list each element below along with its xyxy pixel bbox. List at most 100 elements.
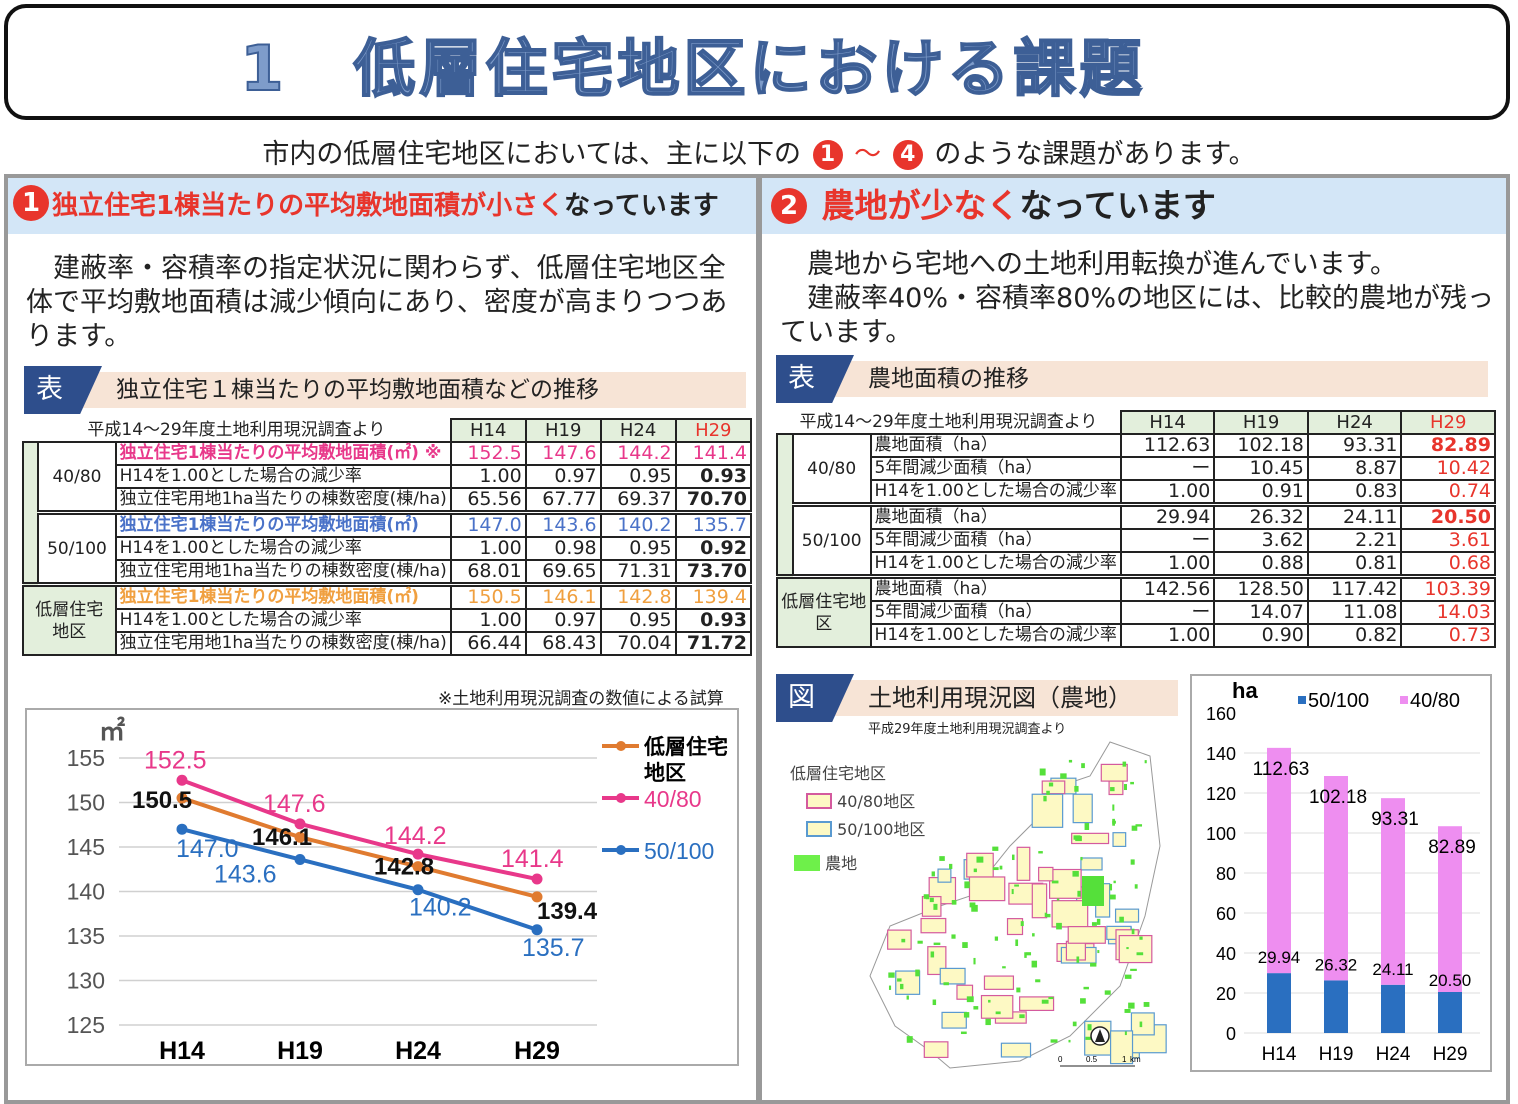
farmland-patch <box>1019 1014 1025 1019</box>
farmland-patch <box>1076 956 1080 963</box>
cell-value: 150.5 <box>449 582 527 610</box>
farmland-patch <box>995 1011 1001 1015</box>
map-title: 土地利用現況図（農地） <box>868 684 1132 712</box>
farmland-patch <box>973 868 977 873</box>
farmland-patch <box>1122 761 1127 767</box>
figure-tag: 図 <box>776 674 854 722</box>
farmland-patch <box>1081 763 1085 769</box>
farmland-patch <box>923 894 929 899</box>
district-block <box>923 1041 949 1059</box>
x-tick-label: H29 <box>514 1037 560 1064</box>
table-row: H14を1.00とした場合の減少率 1.00 0.91 0.83 0.74 <box>777 479 1496 506</box>
district-block <box>966 852 994 878</box>
bar-chart-svg: ha 50/100 40/80 160 140 120 100 80 60 40 20 0 112.63… <box>1206 678 1480 1065</box>
cell-value: 70.70 <box>674 487 753 514</box>
cell-value: 14.07 <box>1213 600 1309 625</box>
farmland-patch <box>1056 898 1060 901</box>
data-label: 82.89 <box>1428 837 1476 858</box>
cell-value: ー <box>1119 456 1216 481</box>
farmland-patch <box>1026 952 1032 956</box>
farmland-patch <box>1139 936 1143 940</box>
farmland-patch <box>930 951 935 958</box>
farmland-patch <box>1038 851 1043 854</box>
legend-label: 低層住宅 <box>643 735 728 759</box>
cell-value: 0.98 <box>524 536 602 561</box>
x-tick-label: H29 <box>1433 1044 1468 1065</box>
farmland-patch <box>973 1006 979 1010</box>
farmland-patch <box>962 942 968 948</box>
row-label: 独立住宅用地1ha当たりの棟数密度(棟/ha) <box>114 559 452 586</box>
cell-value: 103.39 <box>1400 574 1496 602</box>
group-label: 50/100 <box>37 510 117 586</box>
cell-value: 3.61 <box>1400 528 1496 553</box>
heading-red: 農地が少なく <box>821 186 1020 225</box>
cell-value: 10.45 <box>1213 456 1309 481</box>
farmland-patch <box>1084 823 1090 830</box>
farmland-patch <box>992 846 999 851</box>
farmland-patch <box>992 867 999 871</box>
farmland-patch <box>1060 773 1067 779</box>
cell-value: 1.00 <box>449 536 527 561</box>
cell-value: 1.00 <box>449 608 527 633</box>
farmland-patch <box>1136 952 1144 956</box>
y-tick-label: 120 <box>1206 784 1236 804</box>
table-row: 50/100 独立住宅1棟当たりの平均敷地面積(㎡) 147.0 143.6 140.2… <box>23 510 753 586</box>
y-tick-label: 140 <box>1206 744 1236 764</box>
cell-value: 8.87 <box>1306 456 1403 481</box>
farmland-patch <box>1077 890 1081 897</box>
title-box <box>4 4 1510 120</box>
data-label: 142.8 <box>374 854 434 881</box>
table-source: 平成14～29年度土地利用現況調査より <box>87 419 386 440</box>
legend-label: 40/80 <box>1410 690 1460 712</box>
district-block <box>1000 1042 1032 1058</box>
map-header: 図土地利用現況図（農地） <box>776 674 1178 722</box>
cell-value: ー <box>1119 528 1216 553</box>
table-row: 低層住宅地区 農地面積（ha） 142.56 128.50 117.42 103.39 <box>776 574 1496 648</box>
data-point <box>176 774 188 786</box>
cell-value: 152.5 <box>449 441 527 466</box>
farmland-patch <box>1109 894 1116 900</box>
district-block <box>1072 793 1093 824</box>
legend-swatch-50-100 <box>806 821 832 837</box>
data-label: 139.4 <box>537 898 598 925</box>
farmland-patch <box>1048 996 1054 1000</box>
cell-value: 1.00 <box>1119 551 1216 578</box>
number-badge-1: 1 <box>13 185 49 221</box>
row-label: 独立住宅1棟当たりの平均敷地面積(㎡) ※ <box>114 441 452 466</box>
district-block <box>1016 846 1031 881</box>
x-tick-label: H19 <box>277 1037 323 1064</box>
farmland-patch <box>1039 768 1046 776</box>
map-source: 平成29年度土地利用現況調査より <box>868 722 1067 737</box>
cell-value: 29.94 <box>1119 502 1216 530</box>
cell-value: 0.93 <box>674 464 753 489</box>
cell-value: 0.90 <box>1213 623 1309 648</box>
farmland-patch <box>1124 1031 1127 1036</box>
y-unit-label: ha <box>1232 678 1258 703</box>
bar-chart: ha 50/100 40/80 160 140 120 100 80 60 40 20 0 112.63… <box>1190 674 1492 1072</box>
cell-value: 68.01 <box>449 559 527 586</box>
y-tick-label: 150 <box>67 790 105 816</box>
bar-50-100 <box>1438 992 1462 1033</box>
data-point <box>294 853 306 865</box>
district-block <box>1031 883 1048 919</box>
legend-marker <box>616 741 626 751</box>
column-header: H29 <box>674 418 753 443</box>
farmland-patch <box>1016 987 1021 993</box>
y-tick-label: 80 <box>1216 864 1236 884</box>
data-point <box>412 884 424 896</box>
farmland-patch <box>1087 1024 1092 1031</box>
cell-value: 0.95 <box>599 536 677 561</box>
data-label: 26.32 <box>1315 955 1358 974</box>
table-row: 5年間減少面積（ha）ー 14.07 11.08 14.03 <box>777 600 1496 625</box>
table-row: H14を1.00とした場合の減少率 1.00 0.88 0.81 0.68 <box>777 551 1496 578</box>
farmland-patch <box>960 1031 967 1035</box>
farmland-patch <box>951 900 957 905</box>
farmland-patch <box>1014 884 1019 887</box>
cell-value: 1.00 <box>1119 479 1216 506</box>
farmland-patch <box>1080 998 1086 1004</box>
farmland-patch <box>933 942 941 946</box>
x-tick-label: H19 <box>1319 1044 1354 1065</box>
heading-black: なっています <box>564 191 719 221</box>
map-legend: 低層住宅地区 40/80地区 50/100地区 農地 <box>790 760 925 874</box>
farmland-patch <box>1082 876 1104 906</box>
